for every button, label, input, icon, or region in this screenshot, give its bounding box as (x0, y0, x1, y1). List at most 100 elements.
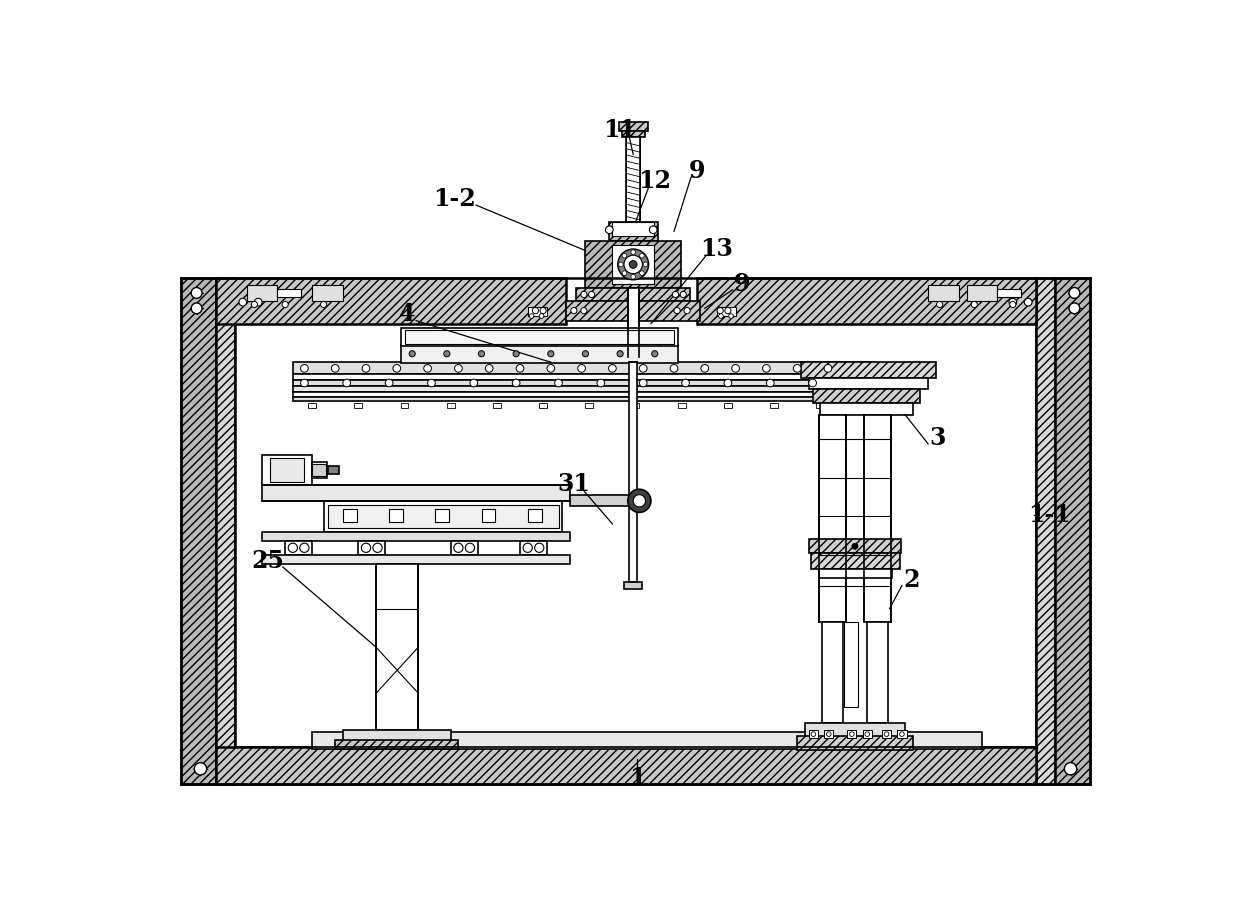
Bar (631, 403, 640, 408)
Circle shape (936, 302, 942, 307)
Text: 1: 1 (629, 766, 645, 790)
Bar (312, 462, 327, 478)
Bar (613, 222, 653, 236)
Circle shape (724, 379, 732, 387)
Bar (376, 564, 418, 730)
Circle shape (589, 291, 595, 297)
Circle shape (300, 543, 309, 552)
Circle shape (717, 307, 723, 314)
Circle shape (578, 365, 585, 372)
Circle shape (631, 275, 635, 279)
Bar (528, 508, 542, 523)
Bar (818, 414, 846, 623)
Circle shape (470, 379, 477, 387)
Bar (309, 403, 316, 408)
Bar (247, 286, 278, 301)
Circle shape (899, 732, 904, 736)
Circle shape (630, 260, 637, 268)
Bar (278, 289, 300, 296)
Bar (335, 740, 459, 749)
Circle shape (618, 350, 624, 357)
Bar (797, 736, 913, 750)
Circle shape (719, 314, 723, 318)
Bar (570, 496, 640, 506)
Circle shape (644, 262, 647, 267)
Circle shape (393, 365, 401, 372)
Bar (262, 532, 570, 541)
Circle shape (675, 307, 681, 314)
Polygon shape (1035, 278, 1055, 784)
Bar (805, 723, 905, 738)
Circle shape (1024, 298, 1032, 306)
Circle shape (516, 365, 523, 372)
Circle shape (444, 350, 450, 357)
Bar (293, 380, 851, 387)
Circle shape (580, 291, 587, 297)
Bar (389, 508, 403, 523)
Circle shape (547, 365, 554, 372)
Bar (627, 287, 639, 357)
Circle shape (513, 350, 520, 357)
Polygon shape (181, 278, 216, 784)
Circle shape (725, 307, 732, 314)
Circle shape (732, 365, 739, 372)
Bar (293, 374, 851, 380)
Circle shape (609, 365, 616, 372)
Text: 1-2: 1-2 (433, 187, 476, 211)
Circle shape (195, 762, 207, 775)
Bar (808, 731, 818, 738)
Circle shape (454, 543, 463, 552)
Circle shape (373, 543, 382, 552)
Circle shape (624, 255, 642, 274)
Circle shape (529, 314, 534, 318)
Bar (327, 466, 339, 474)
Text: 11: 11 (604, 118, 636, 141)
Circle shape (288, 543, 298, 552)
Bar (401, 403, 408, 408)
Bar (816, 403, 825, 408)
Bar (312, 732, 982, 749)
Circle shape (252, 302, 258, 307)
Circle shape (583, 350, 589, 357)
Bar (630, 362, 637, 582)
Bar (481, 508, 495, 523)
Bar (528, 306, 547, 316)
Bar (293, 362, 851, 374)
Circle shape (362, 365, 370, 372)
Polygon shape (1055, 278, 1090, 784)
Bar (621, 132, 645, 137)
Bar (539, 403, 547, 408)
Circle shape (605, 226, 613, 233)
Bar (262, 455, 312, 486)
Text: 9: 9 (689, 159, 706, 183)
Circle shape (191, 303, 202, 314)
Bar (844, 623, 858, 707)
Circle shape (794, 365, 801, 372)
Circle shape (532, 307, 538, 314)
Circle shape (826, 732, 831, 736)
Circle shape (554, 379, 563, 387)
Bar (312, 464, 326, 477)
Circle shape (361, 543, 371, 552)
Circle shape (652, 350, 658, 357)
Bar (626, 137, 640, 222)
Bar (285, 541, 312, 555)
Bar (567, 302, 701, 321)
Bar (494, 403, 501, 408)
Bar (874, 369, 905, 405)
Circle shape (1069, 287, 1080, 298)
Circle shape (534, 543, 544, 552)
Circle shape (321, 302, 326, 307)
Bar (905, 374, 916, 401)
Circle shape (239, 298, 247, 306)
Bar (343, 508, 357, 523)
Circle shape (618, 249, 649, 280)
Circle shape (343, 379, 351, 387)
Circle shape (596, 379, 605, 387)
Bar (928, 286, 959, 301)
Bar (811, 553, 899, 569)
Text: 12: 12 (639, 169, 671, 194)
Bar (967, 286, 997, 301)
Circle shape (684, 307, 691, 314)
Bar (293, 396, 851, 402)
